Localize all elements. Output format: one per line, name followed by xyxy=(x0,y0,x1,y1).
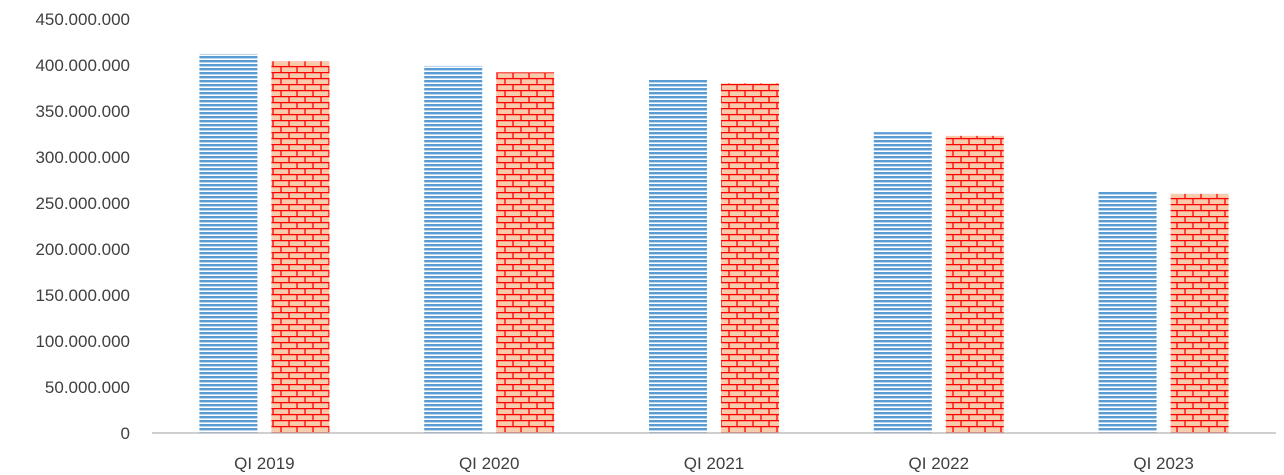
bar-series-1-qi-2022 xyxy=(873,132,932,433)
y-tick-label: 200.000.000 xyxy=(35,240,130,259)
x-axis: QI 2019 QI 2020 QI 2021 QI 2022 QI 2023 xyxy=(234,454,1194,473)
bar-series-2-qi-2021 xyxy=(721,83,779,434)
y-tick-label: 450.000.000 xyxy=(35,10,130,29)
x-tick-label: QI 2022 xyxy=(909,454,970,473)
y-tick-label: 150.000.000 xyxy=(35,286,130,305)
bar-series-2-qi-2022 xyxy=(945,135,1004,433)
x-tick-label: QI 2023 xyxy=(1133,454,1194,473)
bar-series-2-qi-2020 xyxy=(496,72,555,434)
bar-series-1-qi-2021 xyxy=(649,78,707,434)
bar-series-1-qi-2023 xyxy=(1098,191,1157,433)
x-tick-label: QI 2019 xyxy=(234,454,295,473)
bar-series-1-qi-2019 xyxy=(199,53,258,434)
bars xyxy=(199,53,1229,434)
y-tick-label: 250.000.000 xyxy=(35,194,130,213)
y-axis: 0 50.000.000 100.000.000 150.000.000 200.000… xyxy=(35,10,130,443)
y-tick-label: 0 xyxy=(121,424,130,443)
y-tick-label: 350.000.000 xyxy=(35,102,130,121)
y-tick-label: 400.000.000 xyxy=(35,56,130,75)
y-tick-label: 100.000.000 xyxy=(35,332,130,351)
y-tick-label: 300.000.000 xyxy=(35,148,130,167)
x-tick-label: QI 2020 xyxy=(459,454,520,473)
bar-series-1-qi-2020 xyxy=(424,65,483,434)
x-tick-label: QI 2021 xyxy=(684,454,745,473)
bar-series-2-qi-2019 xyxy=(271,61,330,433)
bar-series-2-qi-2023 xyxy=(1170,193,1229,433)
y-tick-label: 50.000.000 xyxy=(45,378,130,397)
